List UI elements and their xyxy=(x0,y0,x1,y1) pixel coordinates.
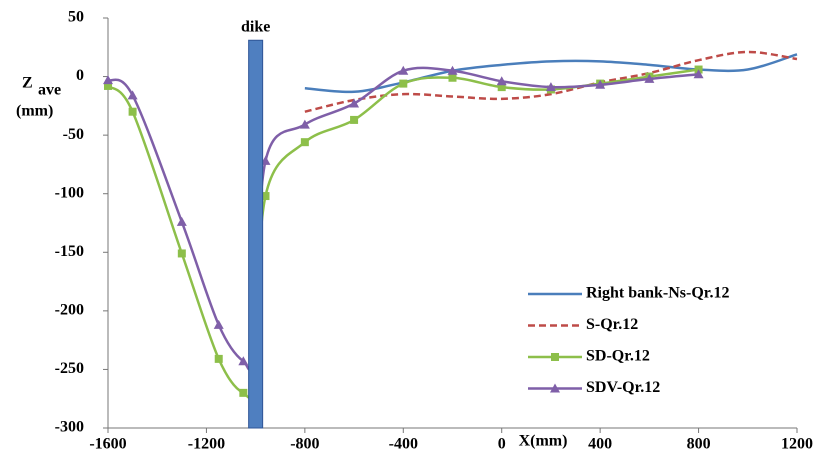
y-tick-label: -300 xyxy=(55,419,84,436)
x-tick-label: -1600 xyxy=(89,436,126,453)
x-label: X(mm) xyxy=(519,433,568,450)
y-tick-label: -50 xyxy=(63,126,84,143)
y-tick-label: 50 xyxy=(68,9,84,26)
marker xyxy=(299,119,310,129)
marker xyxy=(448,73,457,82)
marker xyxy=(300,138,309,147)
x-tick-label: -1200 xyxy=(188,436,225,453)
x-tick-label: -800 xyxy=(290,436,319,453)
y-tick-label: -150 xyxy=(55,243,84,260)
marker xyxy=(238,356,249,366)
x-tick-label: 1200 xyxy=(781,436,813,453)
series-line xyxy=(107,68,699,399)
series-line xyxy=(107,66,699,371)
legend-label: S-Qr.12 xyxy=(586,316,638,333)
marker xyxy=(399,79,408,88)
dike xyxy=(248,39,264,429)
series-line xyxy=(304,50,798,113)
x-tick-label: -400 xyxy=(389,436,418,453)
marker xyxy=(644,73,655,83)
y-label-unit: (mm) xyxy=(16,103,53,120)
y-tick-label: -100 xyxy=(55,184,84,201)
marker xyxy=(350,115,359,124)
marker xyxy=(545,82,556,92)
marker xyxy=(103,75,113,85)
marker xyxy=(595,79,606,89)
legend-marker xyxy=(551,353,559,361)
y-tick-label: -200 xyxy=(55,302,84,319)
marker xyxy=(447,65,458,75)
y-tick-label: -250 xyxy=(55,360,84,377)
x-tick-label: 0 xyxy=(498,436,506,453)
x-tick-label: 800 xyxy=(687,436,711,453)
dike-label: dike xyxy=(241,19,270,36)
legend-marker xyxy=(550,383,560,393)
marker xyxy=(261,192,270,201)
marker xyxy=(497,83,506,92)
y-tick-label: 0 xyxy=(76,67,84,84)
marker xyxy=(239,388,248,397)
y-label-sub: ave xyxy=(38,82,61,99)
series-line xyxy=(304,53,798,94)
legend-label: SD-Qr.12 xyxy=(586,348,650,365)
marker xyxy=(177,249,186,258)
marker xyxy=(213,319,224,329)
x-tick-label: 400 xyxy=(588,436,612,453)
marker xyxy=(128,107,137,116)
legend-label: SDV-Qr.12 xyxy=(586,379,660,396)
marker xyxy=(127,90,138,100)
y-label-main: Z xyxy=(22,75,33,92)
marker xyxy=(398,65,409,75)
marker xyxy=(349,98,360,108)
marker xyxy=(104,81,112,90)
marker xyxy=(214,354,223,363)
marker xyxy=(176,216,187,226)
marker xyxy=(693,69,704,79)
marker xyxy=(496,76,507,86)
legend-label: Right bank-Ns-Qr.12 xyxy=(586,285,729,302)
